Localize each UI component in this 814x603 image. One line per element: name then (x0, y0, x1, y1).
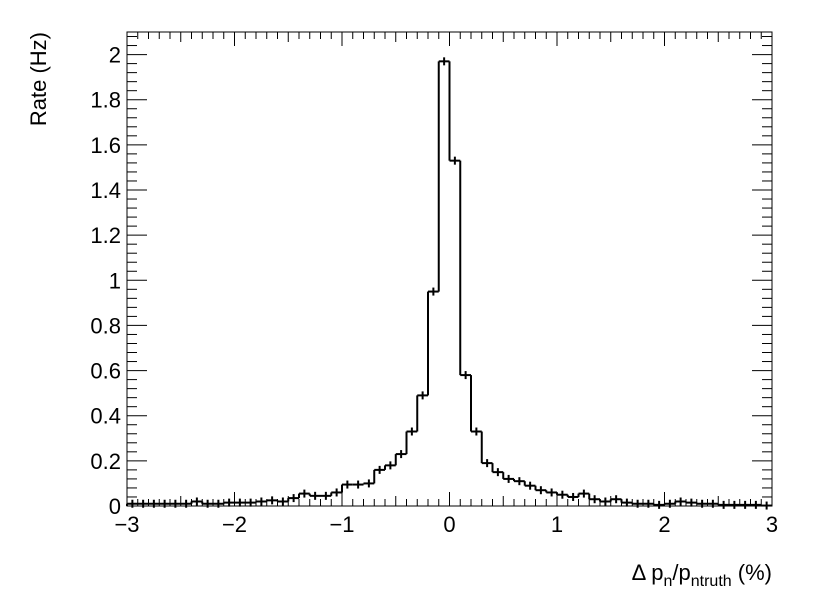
y-tick-label: 1.2 (90, 223, 121, 248)
x-label-part: (%) (732, 560, 772, 585)
x-tick-label: −1 (329, 512, 354, 537)
y-tick-label: 0.2 (90, 449, 121, 474)
y-axis-label: Rate (Hz) (26, 32, 51, 126)
y-tick-label: 2 (109, 43, 121, 68)
x-tick-label: 0 (443, 512, 455, 537)
x-axis-label: Δ pn/pntruth (%) (632, 560, 772, 590)
y-tick-label: 1.8 (90, 88, 121, 113)
y-tick-label: 0.6 (90, 359, 121, 384)
x-label-part: /p (672, 560, 690, 585)
x-tick-label: 1 (551, 512, 563, 537)
y-tick-label: 1.6 (90, 133, 121, 158)
x-tick-label: −2 (222, 512, 247, 537)
x-label-subscript: n (663, 573, 672, 590)
x-tick-label: 2 (658, 512, 670, 537)
y-tick-label: 0.4 (90, 404, 121, 429)
x-tick-label: 3 (766, 512, 778, 537)
y-tick-label: 0 (109, 494, 121, 519)
x-label-subscript: ntruth (691, 573, 732, 590)
y-tick-label: 1.4 (90, 178, 121, 203)
y-tick-label: 1 (109, 268, 121, 293)
x-label-part: Δ p (632, 560, 664, 585)
y-tick-label: 0.8 (90, 313, 121, 338)
x-tick-label: −3 (114, 512, 139, 537)
